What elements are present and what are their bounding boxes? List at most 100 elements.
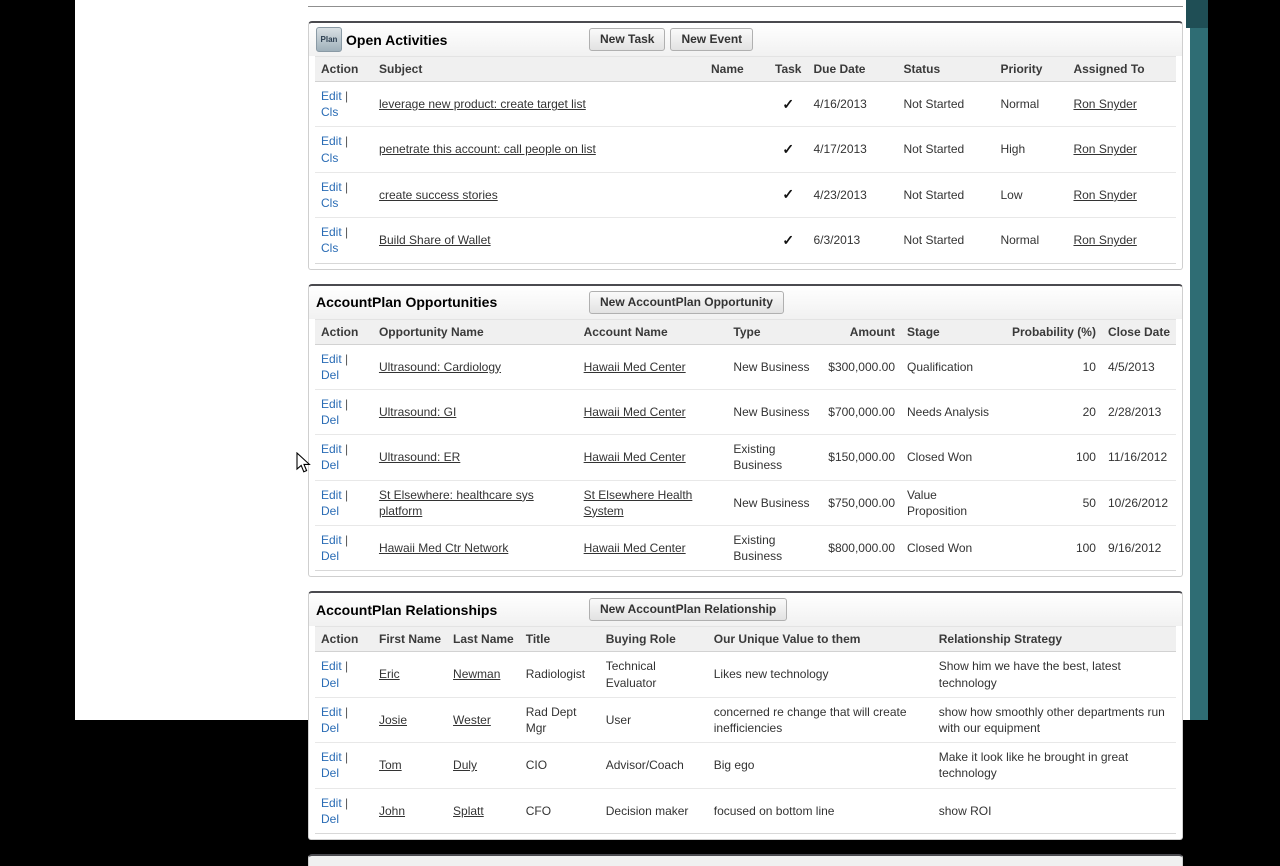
last-name-cell: Newman: [447, 651, 520, 698]
buying-role-cell: Technical Evaluator: [599, 651, 708, 698]
del-link[interactable]: Del: [321, 811, 340, 826]
relationship-strategy-cell: Make it look like he brought in great te…: [932, 742, 1176, 789]
action-separator: |: [341, 134, 349, 149]
del-link[interactable]: Del: [321, 766, 340, 781]
opportunity-name-link[interactable]: Ultrasound: ER: [378, 450, 461, 465]
first-name-link[interactable]: John: [379, 803, 406, 818]
close-date-cell: 9/16/2012: [1101, 525, 1176, 572]
action-separator: |: [341, 659, 349, 674]
edit-link[interactable]: Edit: [321, 134, 342, 149]
new-event-button[interactable]: New Event: [670, 28, 754, 51]
assigned-to-link[interactable]: Ron Snyder: [1073, 97, 1137, 112]
last-name-link[interactable]: Duly: [453, 758, 478, 773]
table-row: Edit | Del Ultrasound: ER Hawaii Med Cente…: [315, 434, 1176, 481]
column-header-stage: Stage: [901, 318, 1006, 345]
del-link[interactable]: Del: [321, 413, 340, 428]
stage-cell: Closed Won: [901, 525, 1006, 572]
last-name-link[interactable]: Newman: [453, 667, 501, 682]
column-header-last-name: Last Name: [447, 626, 520, 653]
name-cell: [705, 81, 769, 128]
column-header-title: Title: [519, 626, 600, 653]
edit-link[interactable]: Edit: [321, 795, 342, 810]
unique-value-cell: focused on bottom line: [707, 788, 933, 834]
edit-link[interactable]: Edit: [321, 225, 342, 240]
assigned-to-cell: Ron Snyder: [1067, 172, 1176, 219]
opportunities-table: Action Opportunity Name Account Name Type Am…: [315, 318, 1176, 572]
action-cell: Edit | Del: [315, 651, 373, 698]
cls-link[interactable]: Cls: [321, 150, 339, 165]
column-header-action: Action: [315, 318, 373, 345]
edit-link[interactable]: Edit: [321, 442, 342, 457]
account-name-link[interactable]: Hawaii Med Center: [583, 541, 686, 556]
section-title-open-activities: Open Activities: [346, 31, 448, 48]
column-header-name: Name: [705, 56, 769, 82]
relationships-section: AccountPlan Relationships New AccountPla…: [308, 591, 1183, 840]
account-name-link[interactable]: St Elsewhere Health System: [583, 487, 693, 518]
edit-link[interactable]: Edit: [321, 533, 342, 547]
due-date-cell: 4/23/2013: [807, 172, 898, 219]
relationships-table: Action First Name Last Name Title Buying Rol…: [315, 626, 1176, 834]
del-link[interactable]: Del: [321, 458, 340, 473]
table-row: Edit | Del John Splatt CFO Decision maker foc…: [315, 788, 1176, 834]
del-link[interactable]: Del: [321, 549, 340, 564]
table-row: Edit | Cls Build Share of Wallet ✓ 6/3/2013…: [315, 217, 1176, 264]
edit-link[interactable]: Edit: [321, 179, 342, 194]
right-edge-band: [1190, 0, 1208, 720]
opportunity-name-link[interactable]: Ultrasound: Cardiology: [378, 359, 502, 374]
del-link[interactable]: Del: [321, 720, 340, 735]
new-task-button[interactable]: New Task: [589, 28, 666, 51]
close-date-cell: 2/28/2013: [1101, 389, 1176, 436]
relationship-strategy-cell: Show him we have the best, latest techno…: [932, 651, 1176, 698]
opportunity-name-link[interactable]: Hawaii Med Ctr Network: [378, 541, 509, 556]
edit-link[interactable]: Edit: [321, 487, 342, 502]
edit-link[interactable]: Edit: [321, 89, 342, 103]
edit-link[interactable]: Edit: [321, 704, 342, 719]
del-link[interactable]: Del: [321, 367, 340, 382]
account-name-link[interactable]: Hawaii Med Center: [583, 450, 686, 465]
first-name-link[interactable]: Eric: [379, 667, 400, 682]
subject-link[interactable]: leverage new product: create target list: [379, 97, 586, 112]
cls-link[interactable]: Cls: [321, 241, 339, 256]
cls-link[interactable]: Cls: [321, 105, 339, 120]
first-name-link[interactable]: Tom: [379, 758, 402, 773]
relationships-buttons: New AccountPlan Relationship: [589, 598, 788, 622]
subject-link[interactable]: create success stories: [379, 187, 498, 202]
subject-cell: Build Share of Wallet: [373, 217, 705, 264]
new-accountplan-relationship-button[interactable]: New AccountPlan Relationship: [589, 598, 788, 622]
last-name-link[interactable]: Splatt: [453, 803, 484, 818]
new-accountplan-opportunity-button[interactable]: New AccountPlan Opportunity: [589, 290, 784, 314]
title-cell: CIO: [519, 742, 600, 789]
action-cell: Edit | Del: [315, 742, 373, 789]
relationships-table-wrap: Action First Name Last Name Title Buying Rol…: [309, 626, 1182, 839]
edit-link[interactable]: Edit: [321, 659, 342, 674]
subject-link[interactable]: Build Share of Wallet: [379, 233, 491, 248]
unique-value-cell: Big ego: [707, 742, 933, 789]
cls-link[interactable]: Cls: [321, 195, 339, 210]
edit-link[interactable]: Edit: [321, 351, 342, 366]
subject-cell: leverage new product: create target list: [373, 81, 705, 128]
assigned-to-link[interactable]: Ron Snyder: [1073, 187, 1137, 202]
column-header-due-date: Due Date: [807, 56, 898, 82]
task-check-cell: ✓: [769, 126, 808, 173]
opportunity-name-link[interactable]: St Elsewhere: healthcare sys platform: [378, 487, 534, 518]
account-name-link[interactable]: Hawaii Med Center: [583, 359, 686, 374]
opportunity-name-link[interactable]: Ultrasound: GI: [378, 404, 457, 419]
plan-icon: Plan: [316, 27, 342, 52]
priority-cell: Low: [994, 172, 1068, 219]
table-row: Edit | Del Ultrasound: Cardiology Hawaii M…: [315, 344, 1176, 390]
account-name-link[interactable]: Hawaii Med Center: [583, 404, 686, 419]
subject-link[interactable]: penetrate this account: call people on l…: [379, 142, 596, 157]
action-cell: Edit | Del: [315, 525, 373, 572]
column-header-amount: Amount: [822, 318, 902, 345]
edit-link[interactable]: Edit: [321, 396, 342, 411]
del-link[interactable]: Del: [321, 675, 340, 690]
edit-link[interactable]: Edit: [321, 750, 342, 765]
del-link[interactable]: Del: [321, 503, 340, 518]
assigned-to-link[interactable]: Ron Snyder: [1073, 233, 1137, 248]
action-cell: Edit | Cls: [315, 126, 373, 173]
stage-cell: Needs Analysis: [901, 389, 1006, 436]
status-cell: Not Started: [897, 81, 995, 128]
name-cell: [705, 172, 769, 219]
assigned-to-link[interactable]: Ron Snyder: [1073, 142, 1137, 157]
table-row: Edit | Cls create success stories ✓ 4/23/20…: [315, 172, 1176, 219]
